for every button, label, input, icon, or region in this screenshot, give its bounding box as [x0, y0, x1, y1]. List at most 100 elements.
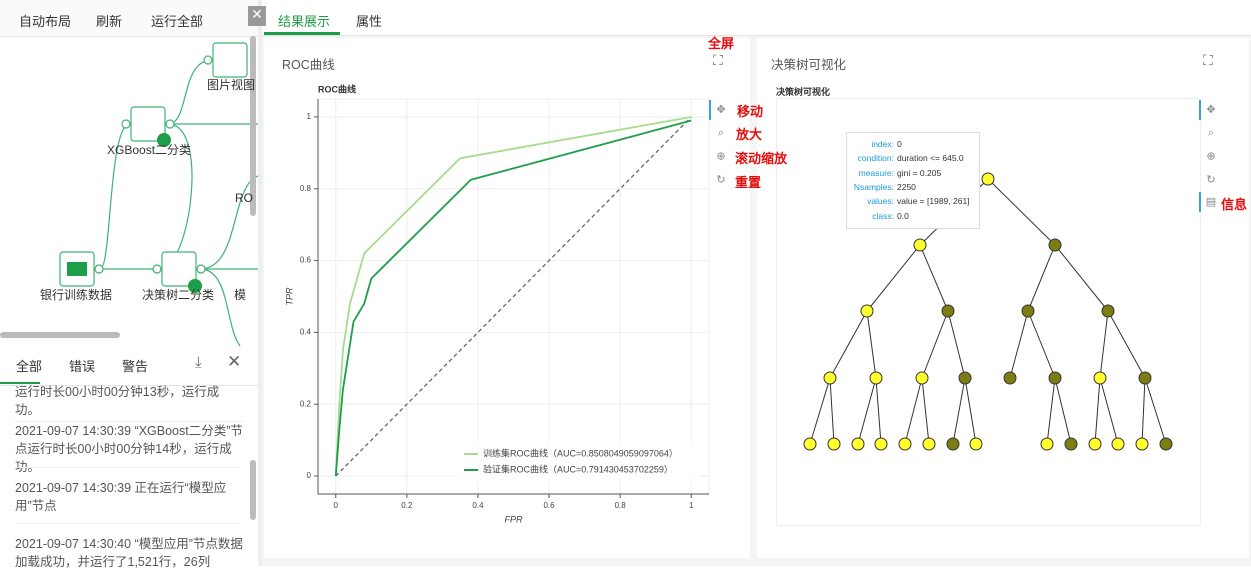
tool-icon: ✥	[1206, 104, 1215, 116]
annotation: 信息	[1221, 197, 1248, 212]
tooltip-value: gini = 0.205	[897, 167, 942, 178]
tree-node	[874, 437, 888, 451]
toolbar-button[interactable]: 刷新	[96, 14, 123, 29]
tree-node	[869, 371, 883, 385]
log-tabs	[0, 345, 258, 386]
tooltip-value: 2250	[897, 181, 916, 192]
tree-edge	[857, 377, 877, 445]
tree-edge	[947, 310, 966, 379]
tree-node	[915, 371, 929, 385]
tree-node	[1003, 371, 1017, 385]
reference-line	[335, 116, 692, 477]
tree-edge	[1054, 377, 1072, 445]
tab-underline	[0, 382, 40, 384]
result-tabs	[262, 0, 1251, 36]
tree-node	[1040, 437, 1054, 451]
log-entry: 运行时长00小时00分钟13秒，运行成功。	[15, 385, 220, 417]
fullscreen-icon[interactable]: ⛶	[1203, 52, 1213, 68]
x-tick-label: 0	[334, 501, 339, 510]
x-tick-label: 0.4	[472, 501, 484, 510]
x-tick-label: 1	[689, 501, 694, 510]
download-icon[interactable]: ⤓	[195, 354, 202, 371]
tooltip-label: Nsamples:	[853, 181, 894, 192]
annotation: 重置	[735, 175, 762, 190]
tree-node	[827, 437, 841, 451]
tree-edge	[987, 178, 1056, 246]
tree-node	[851, 437, 865, 451]
tree-node	[922, 437, 936, 451]
annotation: 全屏	[708, 36, 735, 51]
tree-edge	[1099, 377, 1119, 445]
tree-edge	[921, 310, 949, 379]
tree-edge	[1027, 310, 1056, 379]
tree-node	[1048, 238, 1062, 252]
node-label[interactable]: 决策树二分类	[142, 287, 214, 302]
tree-edge	[1107, 310, 1146, 379]
x-tick-label: 0.6	[543, 501, 555, 510]
tree-edge	[1141, 377, 1146, 445]
tree-edge	[866, 244, 921, 312]
node-label[interactable]: 银行训练数据	[40, 287, 112, 302]
tree-node	[803, 437, 817, 451]
fullscreen-icon[interactable]: ⛶	[713, 52, 723, 68]
tree-edge	[866, 310, 877, 379]
log-tab[interactable]: 全部	[16, 359, 43, 374]
collapse-button[interactable]: ✕	[248, 6, 266, 26]
tool-icon: ⊕	[716, 151, 725, 163]
tab[interactable]: 结果展示	[278, 14, 331, 29]
tool-icon: ⌕	[718, 127, 724, 139]
tooltip: index: 0 condition: duration <= 645.0 measur…	[846, 132, 980, 229]
tooltip-value: value = [1989, 261]	[897, 196, 970, 207]
tree-edge	[1099, 310, 1109, 379]
separator	[15, 467, 241, 468]
tool-icon: ✥	[716, 104, 725, 116]
tooltip-value: 0	[897, 139, 902, 149]
tool-icon: ⊕	[1206, 151, 1215, 163]
tree-node	[823, 371, 837, 385]
tree-node	[1021, 304, 1035, 318]
tree-edge	[875, 377, 882, 445]
separator	[15, 523, 241, 524]
toolbar	[0, 0, 258, 37]
tree-edge	[1027, 244, 1056, 312]
tool-icon: ↻	[1206, 174, 1215, 186]
node-label[interactable]: 图片视图	[207, 77, 255, 92]
tree-node	[898, 437, 912, 451]
log-tab[interactable]: 错误	[69, 359, 96, 374]
tree-edge	[919, 244, 949, 312]
tree-node	[941, 304, 955, 318]
tree-node	[969, 437, 983, 451]
panel-title: ROC曲线	[282, 58, 335, 72]
tree-node	[1135, 437, 1149, 451]
splitter	[258, 0, 262, 566]
node-label[interactable]: RO	[235, 191, 253, 205]
toolbar-button[interactable]: 运行全部	[151, 14, 204, 29]
y-tick-label: 0.6	[300, 256, 312, 265]
tree-edge	[952, 377, 966, 445]
roc-line	[334, 116, 692, 477]
tooltip-value: 0.0	[897, 210, 909, 221]
workflow-canvas: 图片视图 XGBoost二分类 RO 银行训练数据 决策树二分类 模	[0, 36, 258, 346]
toolbar-button[interactable]: 自动布局	[19, 14, 72, 29]
tree-node	[1064, 437, 1078, 451]
log-tab[interactable]: 警告	[122, 359, 149, 374]
tree-edge	[829, 310, 868, 379]
close-icon[interactable]: ✕	[227, 352, 242, 371]
tree-node	[860, 304, 874, 318]
y-tick-label: 0.8	[300, 184, 312, 193]
x-tick-label: 0.2	[401, 501, 413, 510]
node-label[interactable]: 模	[234, 288, 246, 302]
tree-node	[981, 172, 995, 186]
tab[interactable]: 属性	[356, 14, 383, 29]
tooltip-label: condition:	[857, 153, 894, 164]
node-label[interactable]: XGBoost二分类	[107, 143, 191, 157]
annotation: 移动	[737, 104, 764, 119]
y-tick-label: 0.2	[300, 399, 312, 408]
tree-edge	[964, 377, 977, 445]
tool-icon: ⌕	[1208, 127, 1214, 139]
plot-title: 决策树可视化	[776, 87, 831, 97]
tree-edge	[809, 377, 831, 445]
tree-node	[1111, 437, 1125, 451]
tool-icon: ↻	[716, 174, 725, 186]
tree-edge	[921, 377, 930, 445]
